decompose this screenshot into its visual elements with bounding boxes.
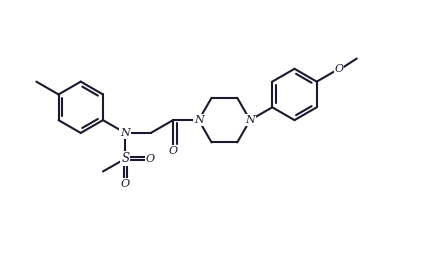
- Text: N: N: [245, 115, 255, 125]
- Text: O: O: [146, 154, 155, 164]
- Text: O: O: [169, 146, 178, 156]
- Text: S: S: [121, 152, 129, 165]
- Text: N: N: [120, 128, 130, 138]
- Text: N: N: [194, 115, 204, 125]
- Text: O: O: [121, 179, 130, 189]
- Text: O: O: [334, 64, 343, 74]
